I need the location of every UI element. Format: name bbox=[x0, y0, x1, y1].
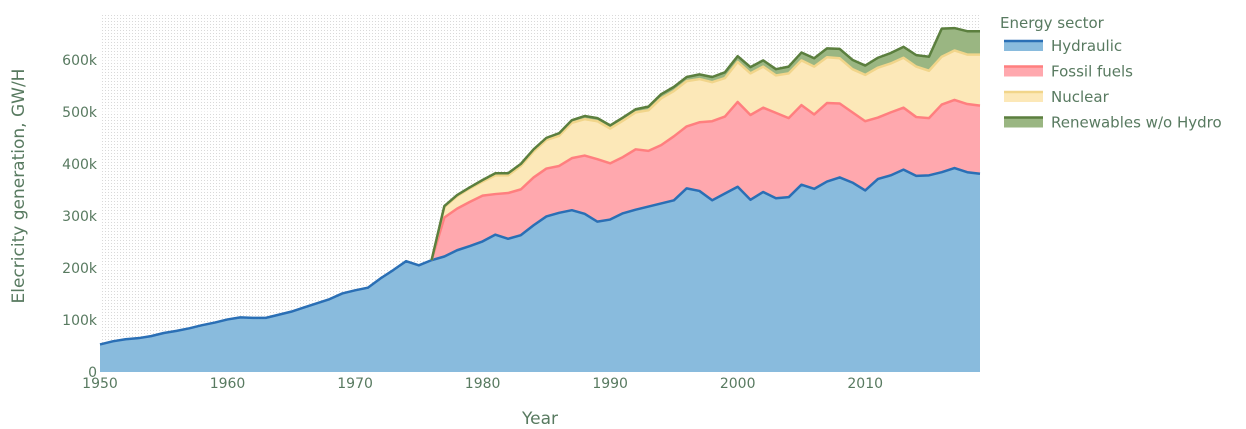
legend-item-renewables-w-o-hydro[interactable]: Renewables w/o Hydro bbox=[1004, 114, 1222, 132]
x-tick-label: 2010 bbox=[847, 376, 883, 392]
legend-swatch bbox=[1004, 117, 1043, 128]
legend-label: Nuclear bbox=[1051, 88, 1110, 106]
legend-title: Energy sector bbox=[1000, 14, 1105, 32]
line-series-group bbox=[99, 26, 981, 346]
x-tick-label: 2000 bbox=[720, 376, 756, 392]
y-tick-label: 0 bbox=[88, 365, 97, 381]
y-axis-title: Elecricity generation, GW/H bbox=[9, 69, 29, 304]
legend-label: Renewables w/o Hydro bbox=[1051, 114, 1222, 132]
legend-item-hydraulic[interactable]: Hydraulic bbox=[1004, 37, 1122, 55]
legend-item-fossil-fuels[interactable]: Fossil fuels bbox=[1004, 63, 1133, 81]
line-nuclear bbox=[430, 49, 980, 261]
x-tick-label: 1970 bbox=[337, 376, 373, 392]
y-tick-label: 100k bbox=[62, 313, 98, 329]
y-tick-label: 500k bbox=[62, 105, 98, 121]
y-axis-ticks: 0 100k 200k 300k 400k 500k 600k bbox=[62, 53, 98, 381]
area-renewables-w-o-hydro bbox=[100, 28, 980, 345]
x-tick-label: 1950 bbox=[82, 376, 118, 392]
y-tick-label: 600k bbox=[62, 53, 98, 69]
legend-swatch bbox=[1004, 41, 1043, 51]
legend-label: Fossil fuels bbox=[1051, 63, 1133, 81]
area-series-group bbox=[100, 28, 980, 372]
x-tick-label: 1960 bbox=[210, 376, 246, 392]
x-tick-label: 1990 bbox=[592, 376, 628, 392]
legend-swatch bbox=[1004, 92, 1043, 102]
x-axis-title: Year bbox=[521, 409, 558, 429]
line-fossil-fuels bbox=[430, 98, 981, 261]
y-tick-label: 300k bbox=[62, 209, 98, 225]
line-renewables-w-o-hydro bbox=[430, 26, 980, 261]
y-tick-label: 400k bbox=[62, 157, 98, 173]
area-fossil-fuels bbox=[100, 99, 980, 345]
y-tick-label: 200k bbox=[62, 261, 98, 277]
area-hydraulic bbox=[100, 168, 980, 372]
x-axis-ticks: 1950 1960 1970 1980 1990 2000 2010 bbox=[82, 376, 883, 392]
line-hydraulic bbox=[99, 166, 981, 346]
legend-swatch bbox=[1004, 66, 1043, 77]
legend: Energy sector Hydraulic Fossil fuels Nucle… bbox=[1000, 14, 1222, 132]
legend-label: Hydraulic bbox=[1051, 37, 1122, 55]
legend-item-nuclear[interactable]: Nuclear bbox=[1004, 88, 1110, 106]
x-tick-label: 1980 bbox=[465, 376, 501, 392]
area-nuclear bbox=[100, 50, 980, 345]
